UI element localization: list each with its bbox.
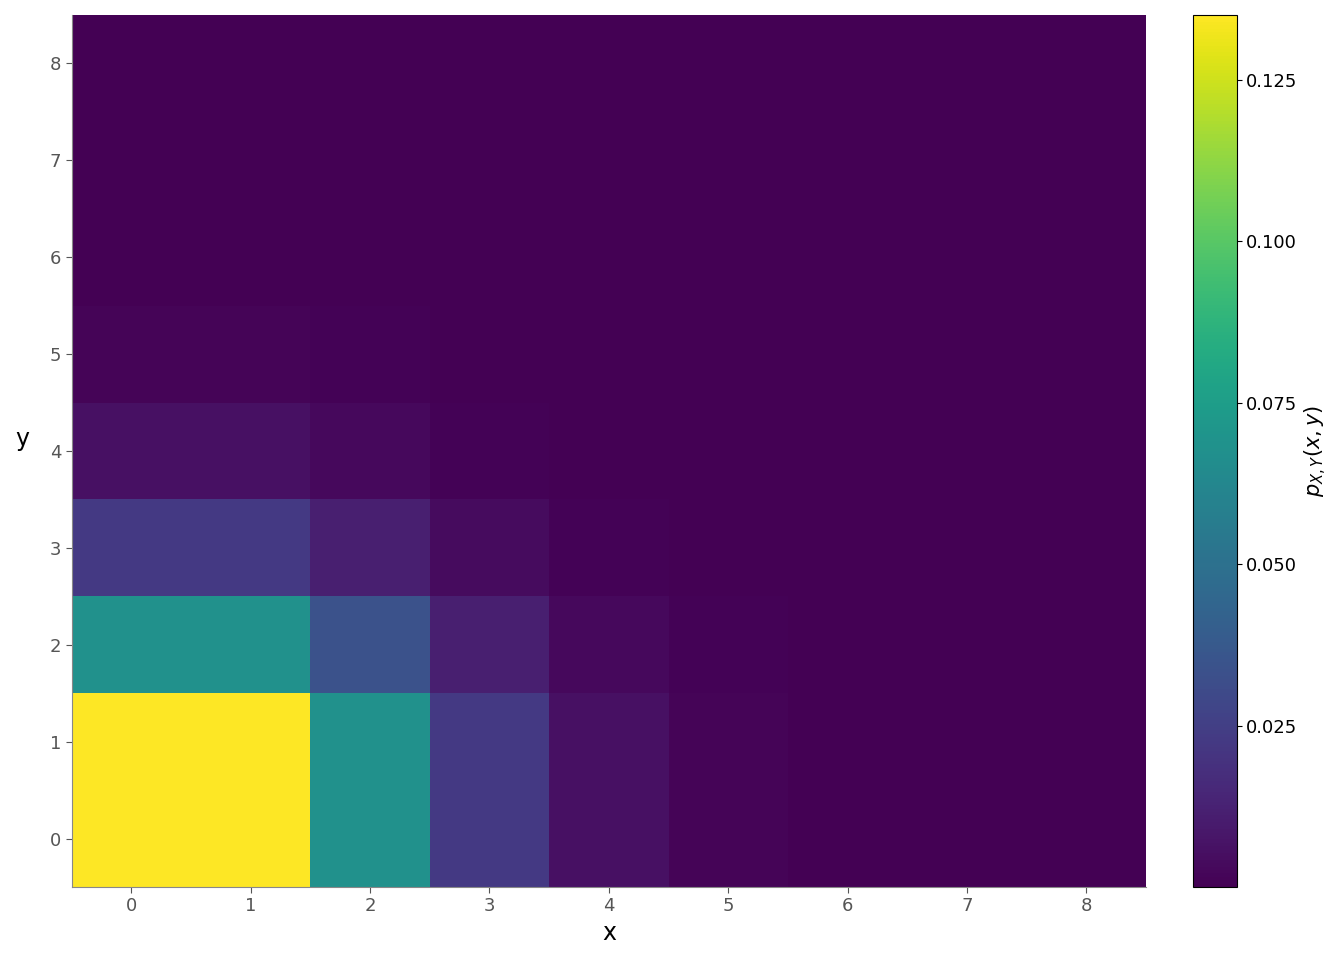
X-axis label: x: x <box>602 921 616 945</box>
Y-axis label: $p_{X,Y}(x, y)$: $p_{X,Y}(x, y)$ <box>1304 405 1329 497</box>
Y-axis label: y: y <box>15 427 30 451</box>
